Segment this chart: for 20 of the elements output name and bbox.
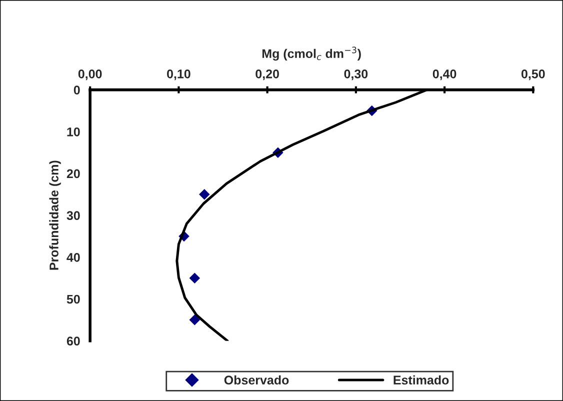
x-tick-label: 0,40 [432,69,456,80]
y-tick-label: 60 [66,336,80,346]
x-tick-label: 0,10 [167,69,190,80]
y-axis-title: Profundidade (cm) [49,160,61,270]
legend-label: Estimado [394,375,449,385]
x-tick-label: 0,00 [78,69,102,80]
x-tick-label: 0,20 [256,69,279,80]
point [189,272,200,284]
y-tick-label: 50 [66,294,80,304]
x-tick-label: 0,50 [521,69,545,80]
y-tick-label: 30 [66,211,80,220]
legend-label: Observado [224,375,289,385]
y-tick-label: 40 [66,252,80,262]
y-tick-label: 10 [67,127,80,136]
y-tick-label: 0 [74,86,80,94]
x-tick-label: 0,30 [344,69,368,80]
point [189,314,200,326]
x-axis-title: Mg (cmol$_{c}$ dm$^{−3}$) [262,46,361,61]
y-tick-label: 20 [66,169,80,178]
point [199,189,210,200]
